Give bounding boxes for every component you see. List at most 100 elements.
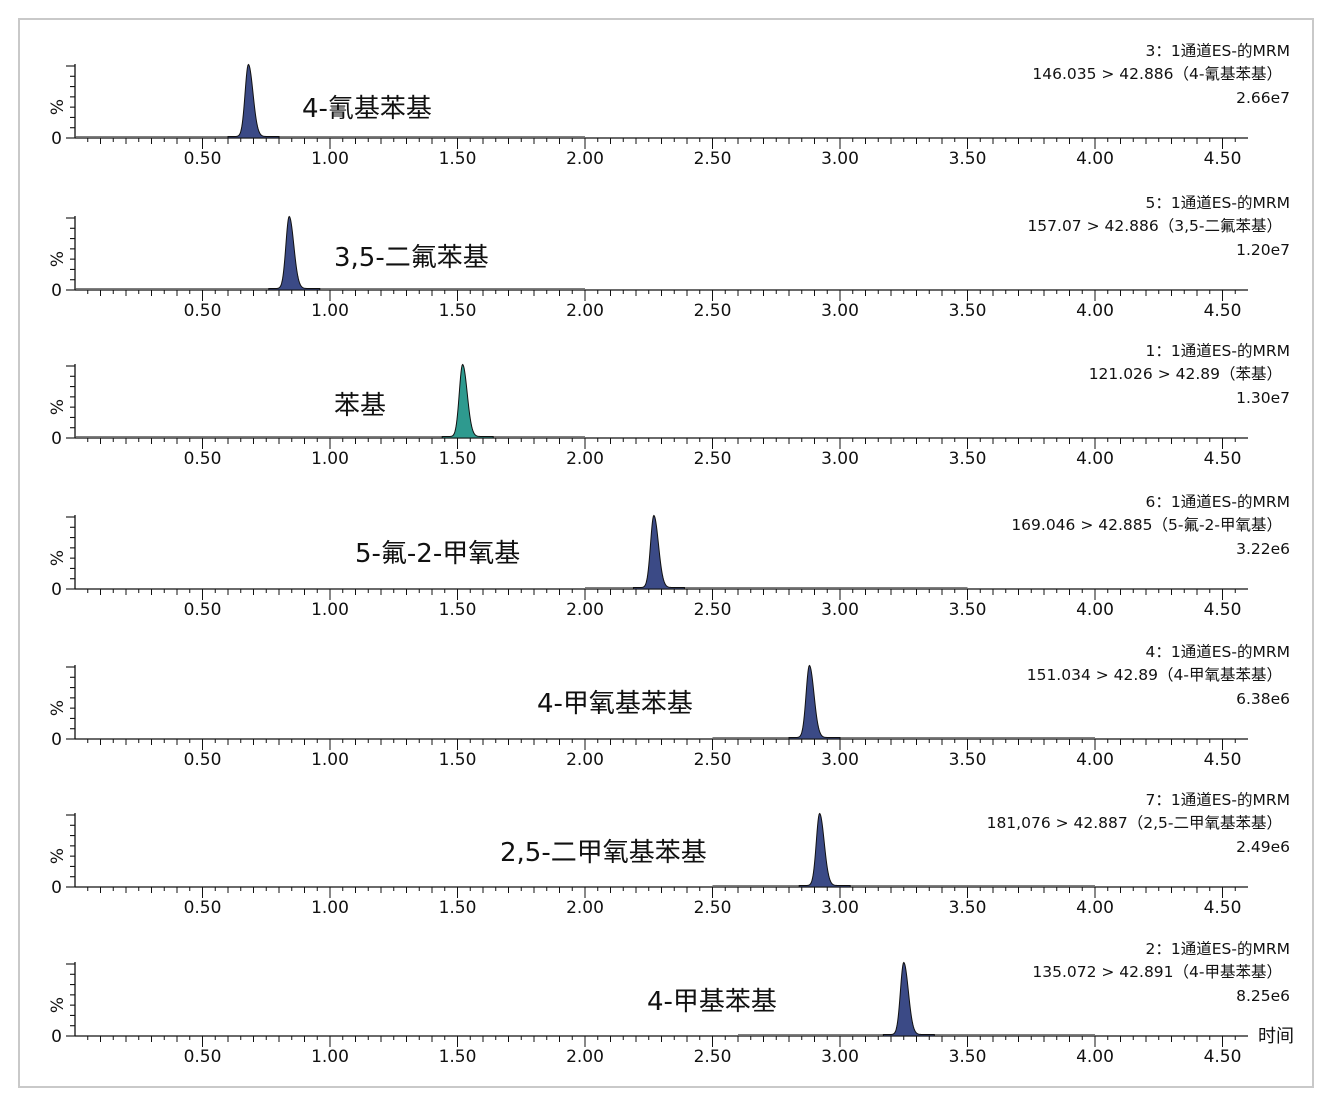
x-tick-label: 4.50 (1204, 149, 1242, 169)
x-tick-label: 4.50 (1204, 449, 1242, 469)
x-tick-label: 3.00 (821, 301, 859, 321)
x-tick-label: 4.50 (1204, 898, 1242, 918)
x-tick-label: 2.00 (566, 750, 604, 770)
y-zero-label: 0 (51, 580, 62, 600)
x-tick-label: 1.00 (311, 750, 349, 770)
channel-label: 3：1通道ES-的MRM (1146, 42, 1290, 60)
x-tick-label: 2.50 (694, 750, 732, 770)
transition-label: 181,076 > 42.887（2,5-二甲氧基苯基） (987, 814, 1282, 832)
chromatogram-peak (441, 363, 494, 439)
x-tick-label: 0.50 (184, 898, 222, 918)
compound-label: 5-氟-2-甲氧基 (355, 539, 520, 569)
x-tick-label: 1.50 (439, 1047, 477, 1067)
compound-label: 4-甲氧基苯基 (537, 689, 693, 719)
channel-label: 6：1通道ES-的MRM (1146, 493, 1290, 511)
transition-label: 121.026 > 42.89（苯基） (1089, 365, 1282, 383)
chromatogram-panel: % 0 0.50 1.00 1.50 2.00 2.50 3.00 3.50 4.00 4.50 苯基… (48, 342, 1290, 469)
x-tick-label: 3.50 (949, 600, 987, 620)
x-tick-label: 4.00 (1076, 449, 1114, 469)
x-tick-label: 1.50 (439, 600, 477, 620)
transition-label: 135.072 > 42.891（4-甲基苯基） (1032, 963, 1282, 981)
y-zero-label: 0 (51, 129, 62, 149)
compound-label: 3,5-二氟苯基 (334, 243, 489, 273)
x-tick-label: 4.50 (1204, 600, 1242, 620)
x-tick-label: 0.50 (184, 750, 222, 770)
intensity-label: 1.20e7 (1236, 241, 1290, 259)
compound-label: 苯基 (334, 391, 386, 421)
intensity-label: 1.30e7 (1236, 389, 1290, 407)
x-tick-label: 4.00 (1076, 1047, 1114, 1067)
x-tick-label: 1.00 (311, 449, 349, 469)
y-axis-label: % (48, 550, 68, 566)
chromatogram-panel: % 0 0.50 1.00 1.50 2.00 2.50 3.00 3.50 4.00 4.50 4-… (48, 42, 1290, 169)
x-tick-label: 2.00 (566, 1047, 604, 1067)
chromatogram-peak (882, 961, 935, 1037)
compound-label: 2,5-二甲氧基苯基 (500, 838, 707, 868)
x-tick-label: 2.00 (566, 301, 604, 321)
y-zero-label: 0 (51, 878, 62, 898)
chromatogram-peak (268, 215, 321, 291)
x-tick-label: 3.00 (821, 1047, 859, 1067)
x-tick-label: 4.00 (1076, 149, 1114, 169)
x-tick-label: 3.00 (821, 449, 859, 469)
x-tick-label: 0.50 (184, 149, 222, 169)
y-axis-label: % (48, 997, 68, 1013)
x-tick-label: 0.50 (184, 301, 222, 321)
y-zero-label: 0 (51, 1027, 62, 1047)
y-axis-label: % (48, 99, 68, 115)
y-zero-label: 0 (51, 281, 62, 301)
x-tick-label: 3.00 (821, 898, 859, 918)
transition-label: 169.046 > 42.885（5-氟-2-甲氧基） (1011, 516, 1282, 534)
intensity-label: 2.49e6 (1236, 838, 1290, 856)
transition-label: 157.07 > 42.886（3,5-二氟苯基） (1027, 217, 1282, 235)
x-tick-label: 4.00 (1076, 898, 1114, 918)
x-tick-label: 2.00 (566, 449, 604, 469)
x-tick-label: 3.00 (821, 750, 859, 770)
x-tick-label: 1.50 (439, 149, 477, 169)
chromatogram-peak (632, 514, 685, 590)
chromatogram-panel: % 0 0.50 1.00 1.50 2.00 2.50 3.00 3.50 4.00 4.50 4-… (48, 643, 1290, 770)
channel-label: 4：1通道ES-的MRM (1146, 643, 1290, 661)
x-tick-label: 3.50 (949, 750, 987, 770)
x-tick-label: 0.50 (184, 449, 222, 469)
x-tick-label: 1.00 (311, 600, 349, 620)
intensity-label: 2.66e7 (1236, 89, 1290, 107)
compound-label: 4-甲基苯基 (647, 987, 777, 1017)
x-tick-label: 1.50 (439, 449, 477, 469)
intensity-label: 3.22e6 (1236, 540, 1290, 558)
x-tick-label: 1.50 (439, 898, 477, 918)
channel-label: 5：1通道ES-的MRM (1146, 194, 1290, 212)
channel-label: 7：1通道ES-的MRM (1146, 791, 1290, 809)
x-tick-label: 1.00 (311, 149, 349, 169)
transition-label: 151.034 > 42.89（4-甲氧基苯基） (1027, 666, 1282, 684)
x-tick-label: 3.50 (949, 898, 987, 918)
x-tick-label: 3.00 (821, 149, 859, 169)
x-tick-label: 4.50 (1204, 1047, 1242, 1067)
y-axis-label: % (48, 848, 68, 864)
x-tick-label: 3.50 (949, 1047, 987, 1067)
x-tick-label: 4.00 (1076, 301, 1114, 321)
x-tick-label: 2.50 (694, 898, 732, 918)
x-tick-label: 2.50 (694, 149, 732, 169)
x-tick-label: 1.50 (439, 301, 477, 321)
x-tick-label: 4.50 (1204, 750, 1242, 770)
channel-label: 1：1通道ES-的MRM (1146, 342, 1290, 360)
x-tick-label: 2.50 (694, 600, 732, 620)
chromatogram-panel: % 0 0.50 1.00 1.50 2.00 2.50 3.00 3.50 4.00 4.50 3,… (48, 194, 1290, 321)
x-tick-label: 1.00 (311, 1047, 349, 1067)
chromatogram-peak (788, 664, 841, 740)
transition-label: 146.035 > 42.886（4-氰基苯基） (1032, 65, 1282, 83)
chromatogram-frame (18, 18, 1314, 1088)
channel-label: 2：1通道ES-的MRM (1146, 940, 1290, 958)
x-tick-label: 2.00 (566, 898, 604, 918)
x-tick-label: 2.50 (694, 1047, 732, 1067)
chromatogram-panel: % 0 0.50 1.00 1.50 2.00 2.50 3.00 3.50 4.00 4.50 4-… (48, 940, 1290, 1067)
x-tick-label: 3.00 (821, 600, 859, 620)
y-axis-label: % (48, 399, 68, 415)
x-tick-label: 2.50 (694, 449, 732, 469)
x-tick-label: 3.50 (949, 449, 987, 469)
y-zero-label: 0 (51, 429, 62, 449)
x-tick-label: 1.00 (311, 301, 349, 321)
intensity-label: 8.25e6 (1236, 987, 1290, 1005)
